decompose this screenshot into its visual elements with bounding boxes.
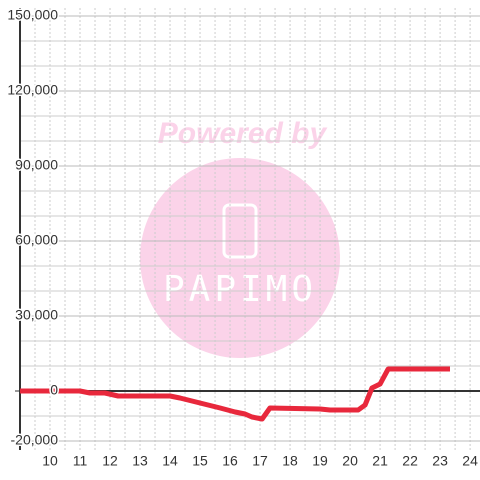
x-tick-label: 11 bbox=[73, 453, 88, 469]
y-tick-label: 30,000 bbox=[15, 307, 58, 323]
x-tick-label: 15 bbox=[192, 453, 208, 469]
y-tick-label: 90,000 bbox=[15, 157, 58, 173]
watermark-phone bbox=[222, 203, 258, 259]
labels: -20,000 0 30,000 60,000 90,000 120,000 150,000… bbox=[6, 5, 478, 469]
x-tick-label: 16 bbox=[222, 453, 238, 469]
x-tick-label: 14 bbox=[162, 453, 178, 469]
x-tick-label: 20 bbox=[342, 453, 358, 469]
x-tick-label: 18 bbox=[282, 453, 298, 469]
x-tick-label: 24 bbox=[462, 453, 478, 469]
plot bbox=[20, 366, 450, 422]
y-tick-label: -20,000 bbox=[11, 432, 59, 448]
x-tick-label: 13 bbox=[132, 453, 148, 469]
watermark-heading: Powered by bbox=[158, 117, 328, 150]
x-tick-label: 21 bbox=[372, 453, 388, 469]
x-tick-label: 10 bbox=[42, 453, 58, 469]
y-tick-label: 120,000 bbox=[7, 82, 58, 98]
y-tick-label: 60,000 bbox=[15, 232, 58, 248]
x-tick-label: 17 bbox=[252, 453, 268, 469]
x-tick-label: 19 bbox=[312, 453, 328, 469]
x-tick-label: 12 bbox=[102, 453, 118, 469]
y-tick-label: 0 bbox=[50, 382, 58, 398]
x-tick-label: 23 bbox=[432, 453, 448, 469]
x-tick-label: 22 bbox=[402, 453, 418, 469]
grid bbox=[15, 8, 480, 450]
y-tick-label: 150,000 bbox=[7, 7, 58, 23]
watermark-logo: PAPIMO bbox=[163, 269, 317, 310]
data-line bbox=[20, 366, 450, 422]
